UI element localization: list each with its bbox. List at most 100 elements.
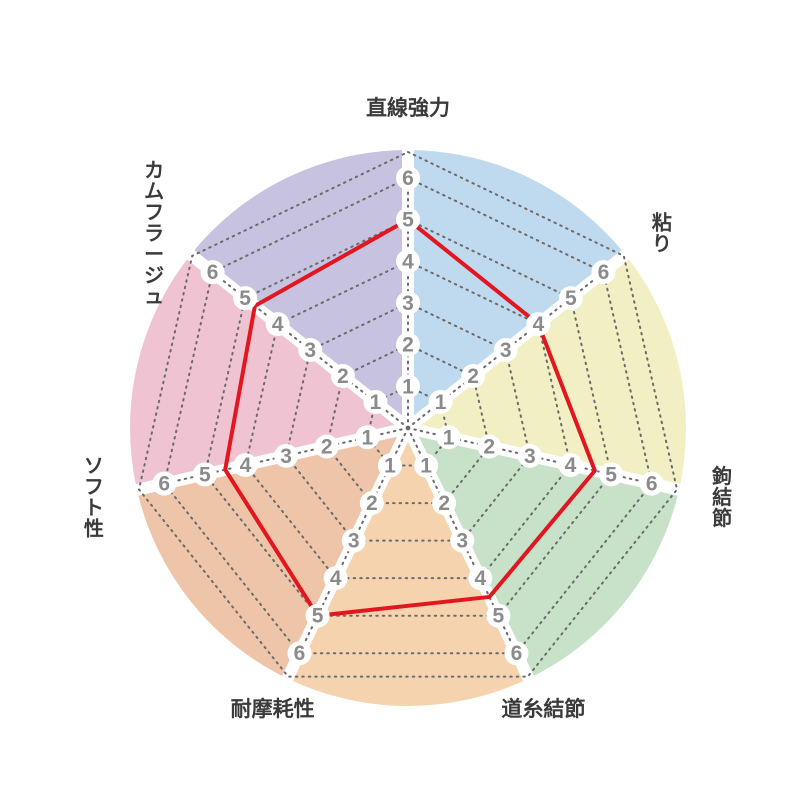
tick-bubble [468,566,493,591]
axis-label-char: 粘 [652,211,672,235]
tick-bubble [330,364,355,389]
tick-bubble [526,312,551,337]
tick-label-axis1-value4: 4 [396,249,420,274]
tick-value: 2 [337,365,349,388]
tick-value: 6 [598,261,610,284]
tick-value: 2 [438,492,450,515]
grid-ring-6 [163,176,653,655]
data-series-group [223,217,597,618]
tick-value: 3 [304,339,316,362]
tick-value: 5 [239,287,251,310]
tick-label-axis4-value6: 6 [504,641,529,666]
tick-label-axis1-value1: 1 [396,374,420,399]
axis-label-2: 粘り [652,211,672,256]
axis-label-char: カ [144,160,164,182]
tick-label-axis3-value3: 3 [517,443,542,468]
axis-label-char: ラ [144,223,164,245]
tick-value: 6 [646,473,658,496]
tick-value: 1 [362,426,374,449]
tick-bubble [377,453,402,478]
data-polygon [223,217,597,618]
sector-fill-4 [287,428,529,707]
tick-value: 1 [435,391,447,414]
tick-label-axis6-value5: 5 [192,462,217,487]
tick-label-axis7-value6: 6 [200,260,225,285]
tick-bubble [396,249,420,274]
tick-bubble [396,374,420,399]
tick-value: 4 [565,454,577,477]
axis-label-5: 耐摩耗性 [231,697,315,721]
tick-bubble [436,425,461,450]
tick-value: 2 [366,492,378,515]
tick-value: 4 [532,313,544,336]
tick-bubble [396,332,420,357]
tick-bubble [363,390,388,415]
tick-label-axis5-value3: 3 [341,528,366,553]
tick-bubble [486,603,511,628]
tick-value: 2 [321,436,333,459]
tick-value: 2 [467,365,479,388]
tick-bubble [396,166,420,190]
tick-value: 3 [402,292,414,315]
sector-fill-5 [136,428,408,679]
tick-value: 2 [483,436,495,459]
tick-value: 3 [280,445,292,468]
tick-bubble [355,425,380,450]
tick-bubble [432,491,457,516]
tick-value: 4 [272,313,284,336]
axis-label-4: 道糸結節 [501,697,585,721]
tick-value: 4 [330,567,342,590]
tick-bubble [396,207,420,232]
tick-bubble [314,434,339,459]
tick-label-axis2-value2: 2 [461,364,486,389]
tick-label-axis1-value6: 6 [396,166,420,190]
grid-ring-outer [137,150,679,678]
axis-label-char: り [652,234,672,256]
tick-bubble [428,390,453,415]
tick-label-axis5-value6: 6 [287,641,312,666]
axis-label-char: フ [84,477,104,499]
sector-fill-2 [408,254,687,490]
tick-label-axis6-value4: 4 [233,453,258,478]
tick-label-axis4-value2: 2 [432,491,457,516]
axis-label-char: ー [144,244,164,266]
tick-label-axis4-value3: 3 [450,528,475,553]
tick-bubble [233,453,258,478]
tick-bubble [200,260,225,285]
tick-bubble [591,260,616,285]
tick-bubble [396,291,420,315]
tick-value: 2 [402,334,414,357]
tick-bubble [265,312,290,337]
grid-ring-2 [325,343,491,505]
tick-bubble [233,286,258,311]
sector-fill-1 [408,150,626,428]
tick-label-axis7-value3: 3 [298,338,323,363]
axis-label-char: 結 [712,485,732,509]
grid-ring-5 [203,218,613,617]
tick-bubble [450,528,475,553]
tick-value: 4 [474,567,486,590]
tick-label-axis2-value4: 4 [526,312,551,337]
axis-label-char: ソ [84,456,104,478]
sector-fill-7 [190,150,408,428]
sector-fill-3 [408,428,680,679]
tick-bubble [287,641,312,666]
tick-label-axis1-value2: 2 [396,332,420,357]
tick-label-axis4-value1: 1 [414,453,439,478]
tick-bubble [558,453,583,478]
tick-bubble [414,453,439,478]
tick-value: 3 [500,339,512,362]
tick-label-axis7-value2: 2 [330,364,355,389]
tick-bubble [298,338,323,363]
tick-bubble [461,364,486,389]
tick-label-axis6-value3: 3 [274,443,299,468]
tick-bubble [517,443,542,468]
tick-value: 1 [443,426,455,449]
tick-value: 3 [348,530,360,553]
tick-label-axis3-value4: 4 [558,453,583,478]
tick-label-axis5-value5: 5 [305,603,330,628]
tick-label-axis2-value6: 6 [591,260,616,285]
